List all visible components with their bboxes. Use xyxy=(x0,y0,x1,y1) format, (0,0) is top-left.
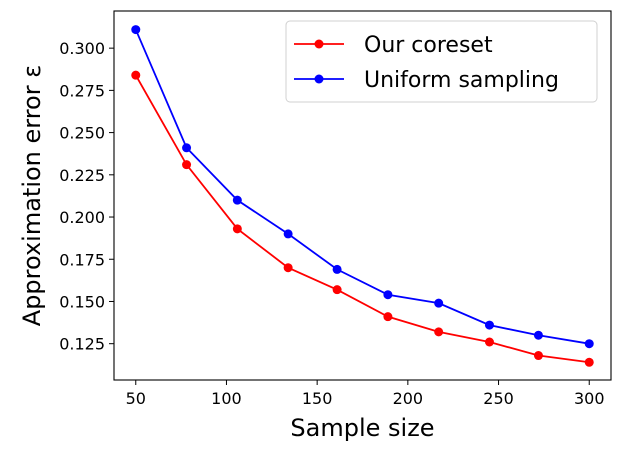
data-point xyxy=(533,330,543,340)
data-point xyxy=(584,357,594,367)
x-axis-title: Sample size xyxy=(290,414,434,442)
series-1 xyxy=(131,25,594,349)
x-tick-label: 150 xyxy=(302,389,333,408)
legend-label: Our coreset xyxy=(364,33,493,58)
legend: Our coreset Uniform sampling xyxy=(285,20,598,103)
data-point xyxy=(182,160,192,170)
data-point xyxy=(332,264,342,274)
y-axis-title: Approximation error ε xyxy=(18,65,46,326)
data-point xyxy=(283,229,293,239)
series-line xyxy=(134,29,590,345)
data-point xyxy=(383,312,393,322)
x-tick-label: 50 xyxy=(126,389,146,408)
legend-marker xyxy=(314,39,324,49)
x-tick-label: 100 xyxy=(211,389,242,408)
legend-item: Our coreset xyxy=(294,33,493,58)
x-tick-label: 200 xyxy=(393,389,424,408)
data-point xyxy=(533,351,543,361)
y-tick-label: 0.150 xyxy=(59,292,105,311)
data-point xyxy=(232,195,242,205)
series-line xyxy=(134,74,590,364)
data-point xyxy=(283,263,293,273)
plot-frame xyxy=(113,10,612,381)
legend-marker xyxy=(314,74,324,84)
legend-box xyxy=(285,20,598,103)
series-0 xyxy=(131,70,594,367)
y-tick-label: 0.200 xyxy=(59,208,105,227)
legend-label: Uniform sampling xyxy=(364,68,559,93)
legend-item: Uniform sampling xyxy=(294,68,559,93)
y-axis-ticks: 0.125 0.150 0.175 0.200 0.225 0.250 0.275 0.300 xyxy=(59,39,114,354)
series-layer xyxy=(131,25,594,367)
y-tick-label: 0.300 xyxy=(59,39,105,58)
data-point xyxy=(182,143,192,153)
data-point xyxy=(131,25,141,35)
x-tick-label: 300 xyxy=(574,389,605,408)
y-tick-label: 0.275 xyxy=(59,81,105,100)
data-point xyxy=(484,337,494,347)
x-axis-ticks: 50 100 150 200 250 300 xyxy=(126,380,605,408)
y-tick-label: 0.225 xyxy=(59,166,105,185)
data-point xyxy=(332,285,342,295)
data-point xyxy=(434,298,444,308)
y-tick-label: 0.125 xyxy=(59,335,105,354)
y-tick-label: 0.175 xyxy=(59,250,105,269)
x-tick-label: 250 xyxy=(483,389,514,408)
data-point xyxy=(383,290,393,300)
data-point xyxy=(131,70,141,80)
data-point xyxy=(584,339,594,349)
data-point xyxy=(484,320,494,330)
y-tick-label: 0.250 xyxy=(59,124,105,143)
plot-area xyxy=(113,10,612,381)
data-point xyxy=(232,224,242,234)
data-point xyxy=(434,327,444,337)
